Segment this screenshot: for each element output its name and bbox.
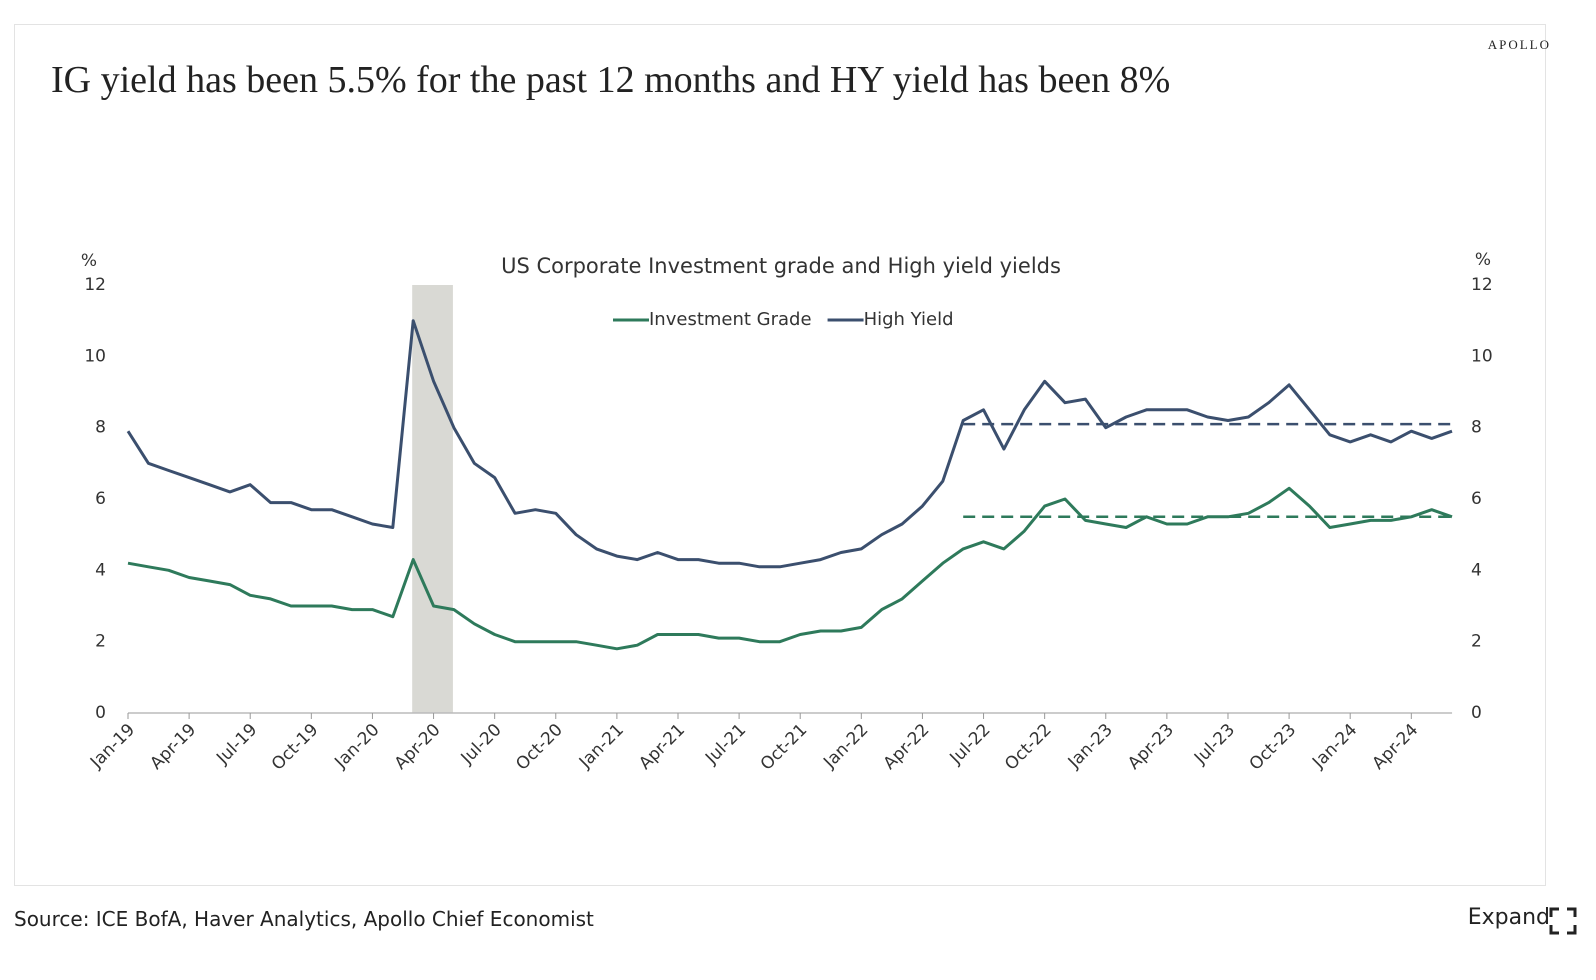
y-tick-label: 2 xyxy=(95,632,106,652)
expand-icon[interactable] xyxy=(1548,906,1578,936)
x-tick-label: Oct-19 xyxy=(268,720,323,775)
chart-card xyxy=(14,24,1546,886)
x-tick-label: Jul-20 xyxy=(457,720,506,769)
shaded-period xyxy=(412,285,453,713)
x-tick-label: Oct-20 xyxy=(512,720,567,775)
x-tick-label: Jul-23 xyxy=(1190,720,1239,769)
x-tick-label: Jan-22 xyxy=(819,720,872,773)
x-tick-label: Oct-21 xyxy=(757,720,812,775)
x-tick-label: Apr-20 xyxy=(391,720,445,774)
x-tick-label: Jul-21 xyxy=(701,720,750,769)
x-tick-label: Oct-22 xyxy=(1001,720,1056,775)
x-tick-label: Jan-21 xyxy=(575,720,628,773)
y-tick-label: 4 xyxy=(95,560,106,580)
brand: APOLLO xyxy=(1487,37,1551,52)
legend-label: Investment Grade xyxy=(649,309,812,330)
x-tick-label: Oct-23 xyxy=(1246,720,1301,775)
y-tick-label: 8 xyxy=(95,418,106,438)
x-tick-label: Jan-23 xyxy=(1064,720,1117,773)
x-tick-label: Apr-23 xyxy=(1124,720,1178,774)
chart-title: US Corporate Investment grade and High y… xyxy=(501,254,1061,278)
x-tick-label: Apr-19 xyxy=(146,720,200,774)
x-tick-label: Jan-19 xyxy=(86,720,139,773)
source: Source: ICE BofA, Haver Analytics, Apoll… xyxy=(14,907,594,931)
y2-axis-label: % xyxy=(1475,250,1491,270)
y-axis-label: % xyxy=(81,251,97,271)
x-tick-label: Jul-19 xyxy=(212,720,261,769)
y2-tick-label: 6 xyxy=(1471,489,1482,509)
y-tick-label: 10 xyxy=(84,346,106,366)
y2-tick-label: 4 xyxy=(1471,560,1482,580)
expand-button[interactable]: Expand xyxy=(1467,905,1550,930)
y2-tick-label: 2 xyxy=(1471,632,1482,652)
y-tick-label: 0 xyxy=(95,703,106,723)
series-line xyxy=(126,319,1453,569)
headline: IG yield has been 5.5% for the past 12 m… xyxy=(51,59,1171,101)
y-tick-label: 12 xyxy=(84,275,106,295)
chart: US Corporate Investment grade and High y… xyxy=(81,250,1493,775)
x-tick-label: Jan-20 xyxy=(330,720,383,773)
y2-tick-label: 10 xyxy=(1471,346,1493,366)
x-tick-label: Jan-24 xyxy=(1308,720,1361,773)
y2-tick-label: 0 xyxy=(1471,703,1482,723)
series-line xyxy=(127,486,1453,651)
x-tick-label: Apr-24 xyxy=(1369,720,1423,774)
x-tick-label: Jul-22 xyxy=(946,720,995,769)
y-tick-label: 6 xyxy=(95,489,106,509)
x-tick-label: Apr-21 xyxy=(635,720,689,774)
legend-label: High Yield xyxy=(864,309,954,330)
y2-tick-label: 8 xyxy=(1471,418,1482,438)
x-tick-label: Apr-22 xyxy=(880,720,934,774)
y2-tick-label: 12 xyxy=(1471,275,1493,295)
